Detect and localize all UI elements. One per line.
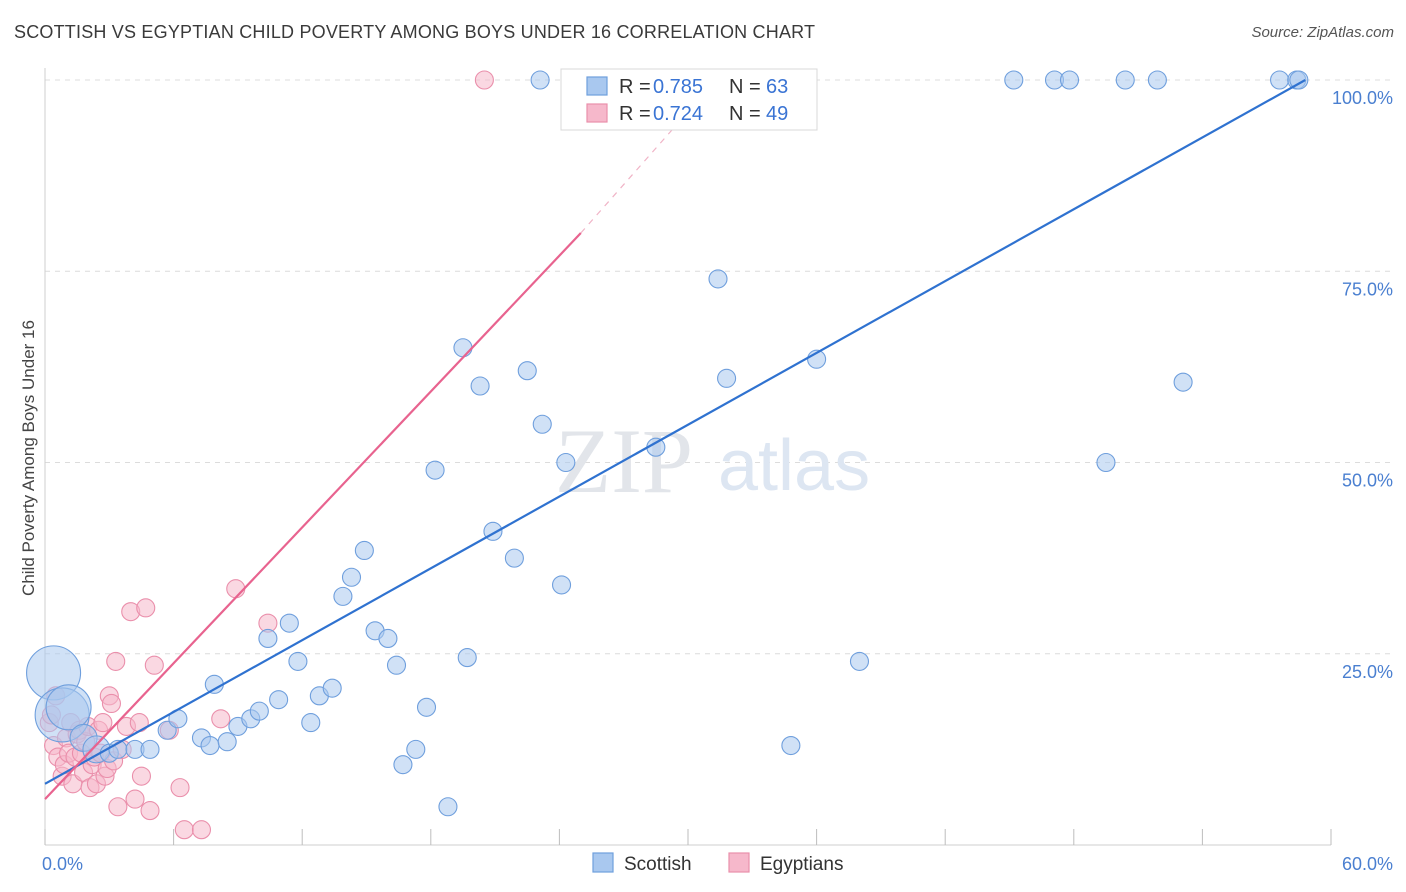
scottish-point	[453, 338, 473, 358]
source-label: Source: ZipAtlas.com	[1251, 24, 1394, 41]
y-tick-label-75: 75.0%	[1342, 279, 1393, 299]
y-axis-title: Child Poverty Among Boys Under 16	[19, 320, 38, 596]
scottish-point	[781, 735, 801, 756]
watermark: ZIP atlas	[555, 410, 870, 512]
scottish-point	[288, 651, 308, 671]
scottish-point	[269, 690, 289, 710]
scottish-point	[1147, 70, 1167, 90]
egyptian-point	[101, 693, 121, 714]
scottish-point	[204, 674, 224, 694]
bottom-legend-label-scottish: Scottish	[624, 854, 692, 875]
egyptian-point	[131, 766, 151, 786]
scottish-point	[1115, 70, 1135, 90]
egyptian-point	[144, 655, 164, 675]
scottish-point	[708, 269, 728, 289]
legend-r-value-egyptian: 0.724	[653, 103, 703, 125]
egyptian-point	[136, 598, 156, 618]
scottish-point	[416, 697, 437, 717]
scottish-point	[717, 368, 737, 388]
scottish-point	[1173, 372, 1193, 392]
egyptian-point	[129, 713, 149, 733]
scottish-point	[341, 567, 362, 587]
egyptian-point	[125, 789, 145, 809]
egyptian-point	[170, 778, 190, 798]
egyptian-point	[211, 709, 231, 729]
scottish-point	[457, 648, 477, 668]
scottish-point	[551, 575, 572, 595]
legend-n-value-egyptian: 49	[766, 103, 788, 125]
scottish-point	[504, 548, 524, 568]
y-tick-labels: 25.0% 50.0% 75.0% 100.0%	[1332, 88, 1393, 682]
scottish-point	[200, 735, 220, 756]
scottish-point	[1096, 452, 1116, 473]
scottish-point	[530, 70, 550, 90]
grid-lines	[45, 79, 1392, 655]
scottish-point	[556, 452, 576, 473]
legend-r-label-scottish: R =	[619, 76, 651, 98]
scottish-point	[249, 701, 269, 721]
egyptian-point	[106, 651, 126, 671]
scottish-point	[301, 713, 321, 733]
y-tick-label-50: 50.0%	[1342, 471, 1393, 491]
scottish-point	[393, 755, 413, 775]
egyptian-point	[191, 820, 212, 840]
scottish-point	[425, 460, 445, 480]
scottish-points	[26, 70, 1309, 817]
legend-swatch-scottish	[586, 76, 608, 96]
bottom-legend-swatch-scottish	[592, 852, 614, 873]
scottish-point	[849, 651, 870, 671]
egyptian-trend-line	[44, 232, 582, 800]
scottish-point	[386, 655, 407, 675]
scottish-point	[532, 414, 552, 434]
bottom-legend: Scottish Egyptians	[592, 852, 843, 875]
scottish-point	[1270, 70, 1290, 90]
scottish-point	[258, 628, 278, 649]
x-tick-label-min: 0.0%	[42, 854, 83, 874]
egyptian-point	[174, 820, 194, 840]
chart-title: SCOTTISH VS EGYPTIAN CHILD POVERTY AMONG…	[14, 22, 816, 42]
y-tick-label-100: 100.0%	[1332, 88, 1393, 108]
scottish-point	[1059, 70, 1080, 90]
legend-n-value-scottish: 63	[766, 76, 788, 98]
watermark-atlas: atlas	[718, 426, 870, 506]
legend-n-label-egyptian: N =	[729, 103, 761, 125]
legend-r-value-scottish: 0.785	[653, 76, 703, 98]
scottish-point	[140, 739, 160, 759]
legend-swatch-egyptian	[586, 103, 608, 123]
bottom-legend-swatch-egyptian	[728, 852, 750, 873]
egyptian-point	[474, 70, 494, 90]
scottish-point	[1004, 70, 1024, 90]
x-tick-label-max: 60.0%	[1342, 854, 1393, 874]
scottish-point	[333, 586, 353, 606]
scottish-point	[45, 684, 92, 731]
bottom-legend-label-egyptian: Egyptians	[760, 854, 843, 875]
scottish-point	[438, 797, 458, 817]
y-tick-label-25: 25.0%	[1342, 662, 1393, 682]
scottish-point	[517, 361, 537, 381]
scottish-point	[406, 739, 426, 759]
egyptian-point	[108, 797, 128, 817]
legend-n-label-scottish: N =	[729, 76, 761, 98]
egyptian-point	[93, 713, 113, 733]
scottish-trend-line	[44, 79, 1306, 785]
legend-r-label-egyptian: R =	[619, 103, 651, 125]
scottish-point	[378, 628, 398, 649]
egyptian-point	[140, 801, 160, 821]
scottish-point	[354, 540, 374, 561]
scottish-point	[217, 732, 237, 752]
egyptian-point	[226, 579, 246, 599]
scottish-point	[470, 376, 490, 396]
scottish-point	[279, 613, 299, 633]
scottish-point	[322, 678, 342, 698]
scottish-point	[1289, 70, 1309, 90]
legend: R = 0.785 N = 63 R = 0.724 N = 49	[560, 68, 818, 131]
egyptian-points	[39, 70, 494, 840]
